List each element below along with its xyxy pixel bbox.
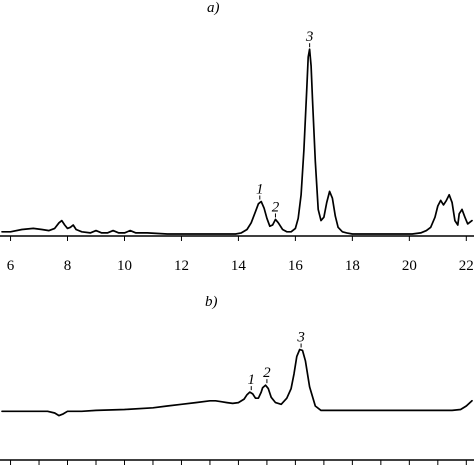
peak-label: 2: [263, 365, 271, 381]
x-tick-label: 10: [117, 258, 132, 274]
x-tick-label: 6: [7, 258, 15, 274]
panel-a-label: a): [207, 0, 220, 16]
peak-label: 2: [272, 199, 280, 215]
x-tick-label: 12: [174, 258, 189, 274]
x-tick-label: 18: [345, 258, 360, 274]
peak-label: 1: [247, 372, 255, 388]
panel-b: b) 1 2 3: [0, 294, 474, 465]
peak-label: 3: [296, 329, 305, 345]
chromatogram-trace: [1, 48, 473, 235]
peak-label: 3: [305, 29, 314, 45]
peak-label: 1: [256, 182, 264, 198]
x-tick-label: 8: [64, 258, 72, 274]
panel-a: a) 6 8 10 12 14 16 18 20 22 12 3: [0, 0, 474, 274]
chromatogram-trace: [1, 348, 473, 417]
x-tick-label: 16: [288, 258, 304, 274]
x-tick-label: 22: [459, 258, 474, 274]
panel-b-label: b): [205, 294, 218, 310]
x-tick-label: 20: [402, 258, 417, 274]
x-tick-label: 14: [231, 258, 247, 274]
